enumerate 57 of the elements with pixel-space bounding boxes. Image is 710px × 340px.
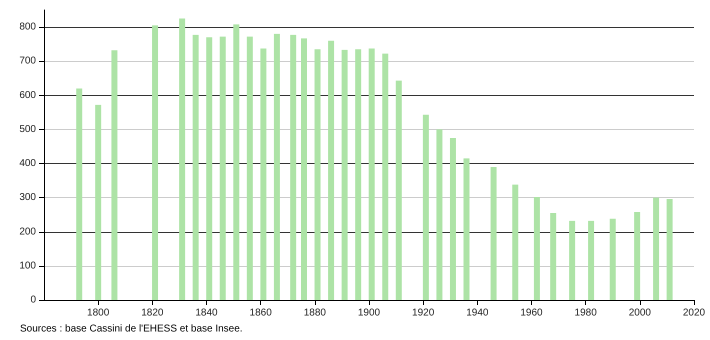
y-tick-label: 0 xyxy=(30,294,36,306)
bar xyxy=(550,213,556,300)
bar xyxy=(490,166,497,300)
y-tick-label: 100 xyxy=(19,260,36,272)
x-tick-label: 1940 xyxy=(466,308,489,318)
x-tick-label: 1820 xyxy=(141,308,164,318)
bar xyxy=(233,24,240,300)
y-tick-label: 200 xyxy=(19,226,36,238)
bar xyxy=(260,48,266,300)
x-tick-label: 1900 xyxy=(358,308,381,318)
bar xyxy=(512,184,518,300)
x-tick-label: 1960 xyxy=(520,308,544,318)
bar xyxy=(634,212,640,300)
x-tick-label: 1880 xyxy=(304,308,326,318)
source-note: Sources : base Cassini de l'EHESS et base Insee. xyxy=(20,324,243,334)
y-tick-label: 400 xyxy=(19,158,36,170)
x-tick-label: 2000 xyxy=(628,308,652,318)
x-tick-label: 1980 xyxy=(574,308,598,318)
bar xyxy=(355,49,362,300)
bar xyxy=(328,40,334,300)
x-tick-label: 2020 xyxy=(682,308,706,318)
bar xyxy=(111,50,118,300)
bar xyxy=(274,34,280,300)
bar xyxy=(368,48,375,300)
bar xyxy=(436,129,442,300)
y-tick-label: 500 xyxy=(19,124,36,135)
y-tick-label: 800 xyxy=(19,22,36,33)
bar xyxy=(314,49,321,300)
bar xyxy=(534,196,540,300)
x-tick-label: 1920 xyxy=(412,308,435,318)
bar xyxy=(301,38,307,300)
bar xyxy=(396,80,402,300)
x-tick-label: 1860 xyxy=(250,308,272,318)
bar xyxy=(220,36,226,300)
bar xyxy=(206,37,212,300)
x-tick-label: 1840 xyxy=(195,308,218,318)
bar xyxy=(246,36,253,300)
bar xyxy=(152,25,158,300)
bar xyxy=(569,220,576,300)
y-tick-label: 300 xyxy=(19,192,36,204)
bar xyxy=(422,114,429,300)
bar xyxy=(290,34,296,300)
y-tick-label: 600 xyxy=(19,90,36,101)
x-tick-label: 1800 xyxy=(87,308,110,318)
bar xyxy=(342,50,348,300)
bar xyxy=(588,220,594,300)
bar xyxy=(179,18,186,300)
bar xyxy=(464,158,470,300)
bar xyxy=(76,88,82,300)
bar xyxy=(666,199,673,300)
bar xyxy=(653,198,660,300)
bar xyxy=(192,34,199,300)
bar xyxy=(610,218,616,300)
bar xyxy=(95,104,102,300)
bar xyxy=(382,54,388,300)
bar xyxy=(450,138,456,300)
y-tick-label: 700 xyxy=(19,56,36,67)
